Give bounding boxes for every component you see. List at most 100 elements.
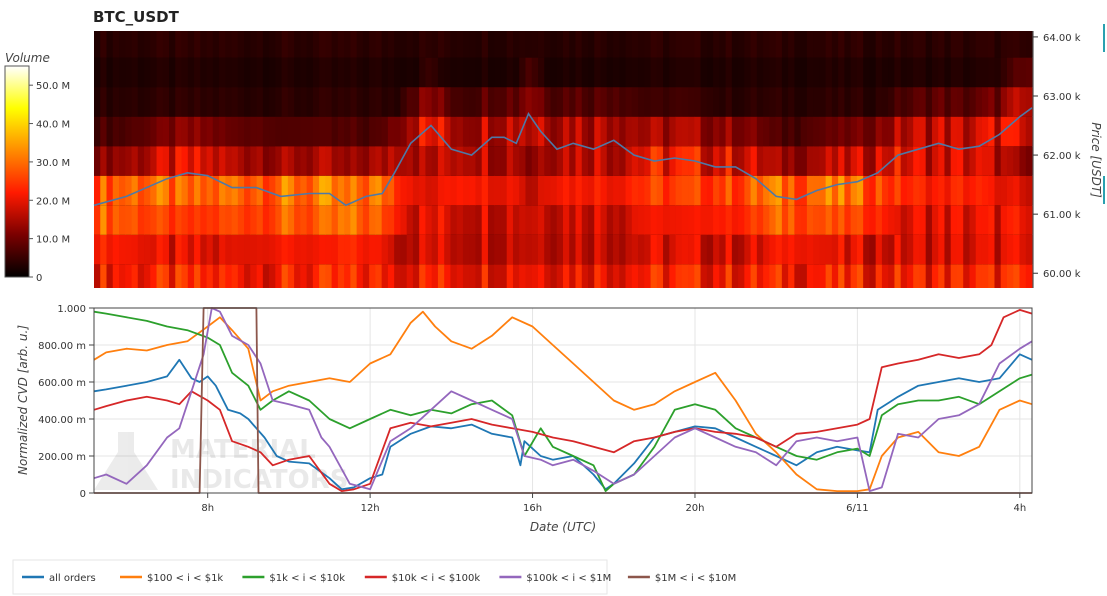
heatmap-cell <box>1006 87 1014 117</box>
heatmap-cell <box>656 264 664 288</box>
heatmap-cell <box>406 146 414 176</box>
heatmap-cell <box>156 31 164 58</box>
heatmap-cell <box>312 175 320 206</box>
heatmap-cell <box>713 234 720 265</box>
heatmap-cell <box>181 57 189 88</box>
cvd-series-line <box>93 310 1033 492</box>
heatmap-cell <box>512 57 520 88</box>
heatmap-cell <box>694 57 701 88</box>
heatmap-cell <box>988 87 995 117</box>
heatmap-cell <box>444 234 451 265</box>
heatmap-cell <box>1013 146 1020 176</box>
heatmap-cell <box>856 87 864 117</box>
heatmap-cell <box>800 175 808 206</box>
heatmap-cell <box>650 175 658 206</box>
heatmap-cell <box>700 87 708 117</box>
heatmap-cell <box>925 57 933 88</box>
heatmap-cell <box>731 116 739 147</box>
heatmap-cell <box>494 146 501 176</box>
heatmap-cell <box>175 175 182 206</box>
heatmap-cell <box>713 175 720 206</box>
heatmap-cell <box>475 234 483 265</box>
price-tick-label: 63.00 k <box>1043 92 1081 103</box>
heatmap-cell <box>706 31 714 58</box>
heatmap-cell <box>794 57 802 88</box>
heatmap-cell <box>131 146 139 176</box>
heatmap-cell <box>738 175 745 206</box>
heatmap-cell <box>688 234 695 265</box>
heatmap-cell <box>200 175 207 206</box>
heatmap-cell <box>244 175 251 206</box>
heatmap-cell <box>938 264 945 288</box>
heatmap-cell <box>894 234 902 265</box>
heatmap-cell <box>481 57 489 88</box>
heatmap-cell <box>688 31 695 58</box>
heatmap-cell <box>713 205 720 235</box>
legend-label: $10k < i < $100k <box>392 573 481 584</box>
heatmap-cell <box>738 264 745 288</box>
heatmap-cell <box>94 234 101 265</box>
heatmap-cell <box>888 57 895 88</box>
heatmap-cell <box>275 234 282 265</box>
heatmap-cell <box>275 116 282 147</box>
heatmap-cell <box>294 175 301 206</box>
heatmap-cell <box>963 57 970 88</box>
heatmap-cell <box>331 234 339 265</box>
heatmap-cell <box>531 264 539 288</box>
heatmap-cell <box>94 175 101 206</box>
heatmap-cell <box>212 87 220 117</box>
heatmap-cell <box>481 234 489 265</box>
heatmap-cell <box>656 57 664 88</box>
heatmap-cell <box>731 31 739 58</box>
heatmap-cell <box>913 264 920 288</box>
heatmap-cell <box>356 234 364 265</box>
heatmap-cell <box>719 87 726 117</box>
heatmap-cell <box>775 31 783 58</box>
heatmap-cell <box>200 57 207 88</box>
heatmap-cell <box>169 116 176 147</box>
heatmap-cell <box>906 234 914 265</box>
heatmap-cell <box>331 116 339 147</box>
heatmap-cell <box>925 146 933 176</box>
heatmap-cell <box>144 87 151 117</box>
heatmap-cell <box>669 57 676 88</box>
heatmap-cell <box>756 234 764 265</box>
colorbar-tick-label: 0 <box>36 273 42 284</box>
heatmap-cell <box>1025 234 1033 265</box>
heatmap-cell <box>956 205 964 235</box>
heatmap-cell <box>337 31 345 58</box>
heatmap-cell <box>756 175 764 206</box>
heatmap-cell <box>525 146 533 176</box>
heatmap-cell <box>556 57 564 88</box>
heatmap-cell <box>963 116 970 147</box>
heatmap-cell <box>525 87 533 117</box>
heatmap-cell <box>412 234 420 265</box>
heatmap-cell <box>306 87 314 117</box>
heatmap-cell <box>219 146 226 176</box>
heatmap-cell <box>856 31 864 58</box>
heatmap-cell <box>475 205 483 235</box>
heatmap-cell <box>162 234 170 265</box>
heatmap-cell <box>206 87 214 117</box>
heatmap-cell <box>756 57 764 88</box>
heatmap-cell <box>1000 205 1008 235</box>
heatmap-cell <box>806 31 814 58</box>
heatmap-cell <box>537 264 545 288</box>
heatmap-cell <box>475 57 483 88</box>
heatmap-cell <box>606 264 614 288</box>
heatmap-cell <box>244 116 251 147</box>
heatmap-cell <box>931 146 939 176</box>
heatmap-cell <box>500 57 508 88</box>
heatmap-cell <box>581 264 589 288</box>
heatmap-cell <box>981 175 989 206</box>
heatmap-cell <box>94 116 101 147</box>
heatmap-cell <box>975 264 983 288</box>
heatmap-cell <box>850 57 858 88</box>
heatmap-cell <box>187 57 195 88</box>
heatmap-cell <box>963 234 970 265</box>
heatmap-cell <box>550 205 558 235</box>
heatmap-cell <box>500 146 508 176</box>
heatmap-cell <box>613 116 620 147</box>
heatmap-cell <box>719 175 726 206</box>
heatmap-cell <box>406 205 414 235</box>
